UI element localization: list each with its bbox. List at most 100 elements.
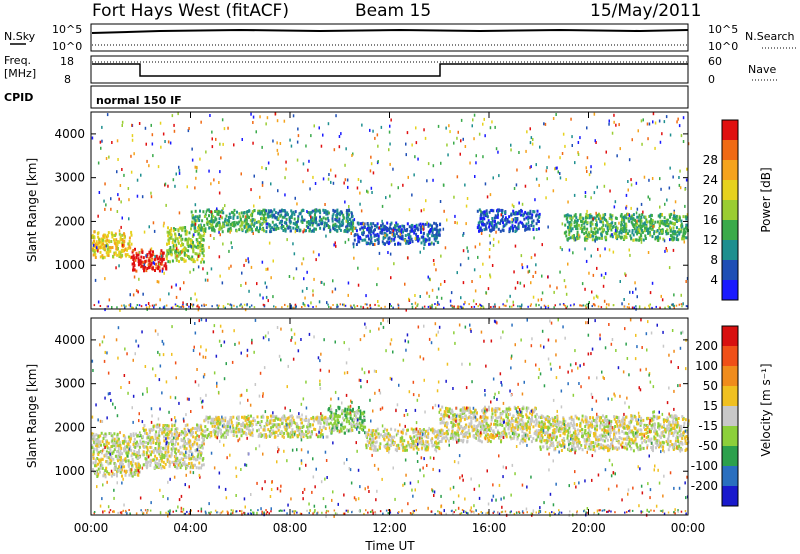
data-cell xyxy=(680,224,682,228)
data-cell xyxy=(483,222,486,226)
data-cell xyxy=(602,284,605,288)
data-cell xyxy=(198,241,201,245)
data-cell xyxy=(644,237,647,240)
data-cell xyxy=(545,169,548,173)
data-cell xyxy=(194,186,196,190)
colorbar-tick-label: 28 xyxy=(703,153,718,167)
data-cell xyxy=(368,242,371,246)
data-cell xyxy=(480,305,483,307)
data-cell xyxy=(175,245,178,249)
data-cell xyxy=(208,169,210,173)
data-cell xyxy=(322,227,325,231)
data-cell xyxy=(171,460,174,464)
data-cell xyxy=(167,251,169,255)
data-cell xyxy=(395,444,398,448)
data-cell xyxy=(302,162,305,166)
data-cell xyxy=(153,304,156,307)
data-cell xyxy=(157,165,160,169)
data-cell xyxy=(605,232,608,236)
data-cell xyxy=(193,244,196,248)
data-cell xyxy=(180,457,183,461)
data-cell xyxy=(615,233,618,237)
data-cell xyxy=(335,218,338,222)
data-cell xyxy=(216,207,218,211)
data-cell xyxy=(364,303,367,306)
data-cell xyxy=(625,224,628,228)
data-cell xyxy=(439,222,442,226)
data-cell xyxy=(669,306,671,309)
data-cell xyxy=(648,306,651,309)
data-cell xyxy=(250,265,253,269)
data-cell xyxy=(603,215,606,219)
data-cell xyxy=(145,461,148,464)
data-cell xyxy=(317,223,320,227)
data-cell xyxy=(284,229,287,233)
data-cell xyxy=(188,457,191,461)
data-cell xyxy=(491,219,494,223)
data-cell xyxy=(419,222,422,226)
data-cell xyxy=(654,237,657,241)
data-cell xyxy=(566,237,569,241)
data-cell xyxy=(344,413,347,417)
data-cell xyxy=(337,305,339,308)
data-cell xyxy=(497,213,499,217)
data-cell xyxy=(352,152,354,156)
data-cell xyxy=(424,237,427,241)
data-cell xyxy=(480,232,483,235)
data-cell xyxy=(278,209,281,213)
data-cell xyxy=(111,306,113,309)
data-cell xyxy=(389,162,391,166)
data-cell xyxy=(478,220,481,224)
data-cell xyxy=(333,148,336,152)
data-cell xyxy=(217,424,220,428)
data-cell xyxy=(357,409,360,413)
data-cell xyxy=(578,217,581,221)
data-cell xyxy=(575,227,578,230)
data-cell xyxy=(407,236,410,240)
data-cell xyxy=(128,240,131,243)
data-cell xyxy=(362,228,365,232)
data-cell xyxy=(652,120,654,124)
data-cell xyxy=(663,222,666,226)
data-cell xyxy=(327,122,330,126)
data-cell xyxy=(206,222,209,226)
data-cell xyxy=(240,172,242,176)
data-cell xyxy=(637,129,639,133)
data-cell xyxy=(622,229,624,233)
data-cell xyxy=(329,429,332,433)
data-cell xyxy=(118,229,121,233)
data-cell xyxy=(373,444,376,448)
data-cell xyxy=(200,453,202,457)
data-cell xyxy=(438,233,441,237)
data-cell xyxy=(631,229,634,232)
data-cell xyxy=(172,178,175,182)
data-cell xyxy=(351,306,353,309)
data-cell xyxy=(571,234,574,238)
data-cell xyxy=(338,217,341,221)
data-cell xyxy=(196,244,199,248)
data-cell xyxy=(150,460,152,464)
data-cell xyxy=(343,431,346,435)
data-cell xyxy=(110,207,112,211)
data-cell xyxy=(332,227,335,231)
data-cell xyxy=(142,292,144,296)
data-cell xyxy=(429,305,431,308)
data-cell xyxy=(365,241,368,245)
data-cell xyxy=(672,303,674,307)
data-cell xyxy=(328,422,330,426)
data-cell xyxy=(544,122,547,126)
data-cell xyxy=(167,450,170,454)
data-cell xyxy=(119,449,122,453)
data-cell xyxy=(194,226,197,230)
data-cell xyxy=(390,276,392,280)
data-cell xyxy=(105,244,107,248)
data-cell xyxy=(333,243,335,247)
data-cell xyxy=(381,219,383,223)
data-cell xyxy=(578,233,580,237)
data-cell xyxy=(173,129,176,133)
data-cell xyxy=(362,306,365,309)
data-cell xyxy=(214,434,217,438)
data-cell xyxy=(649,291,652,295)
data-cell xyxy=(414,228,417,232)
